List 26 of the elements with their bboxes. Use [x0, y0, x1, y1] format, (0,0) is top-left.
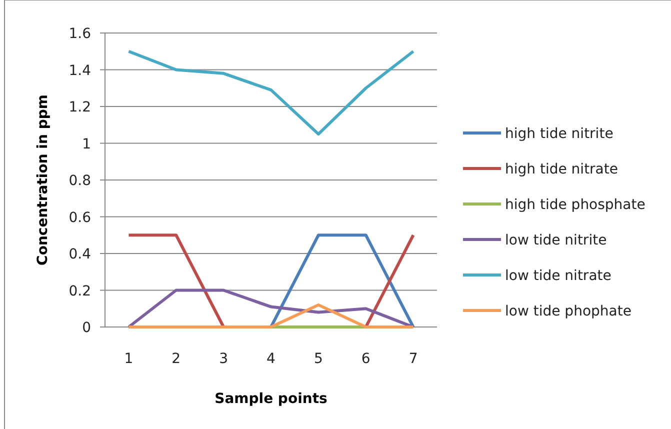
y-tick-label: 0.2 — [68, 283, 91, 300]
y-tick-label: 1 — [82, 136, 91, 152]
y-axis-title: Concentration in ppm — [35, 94, 51, 266]
x-tick-label: 7 — [408, 351, 418, 367]
x-axis-title: Sample points — [214, 391, 328, 407]
legend-label: low tide nitrate — [505, 268, 612, 284]
x-tick-label: 4 — [266, 351, 276, 367]
x-tick-label: 2 — [172, 351, 181, 367]
legend-label: high tide nitrate — [505, 162, 618, 178]
y-tick-label: 0.8 — [68, 173, 91, 189]
legend-label: low tide phophate — [505, 304, 632, 320]
legend-label: low tide nitrite — [505, 232, 607, 248]
y-tick-label: 0.6 — [68, 210, 92, 226]
line-series — [127, 288, 415, 328]
legend-label: high tide nitrite — [505, 126, 614, 142]
x-tick-label: 3 — [219, 351, 228, 367]
x-tick-label: 5 — [314, 351, 323, 367]
legend-label: high tide phosphate — [505, 197, 646, 213]
y-tick-label: 0 — [82, 320, 91, 336]
y-tick-label: 1.2 — [68, 100, 91, 116]
x-tick-label: 1 — [124, 351, 134, 367]
y-tick-label: 1.6 — [68, 26, 92, 42]
y-tick-label: 1.4 — [68, 62, 92, 79]
y-tick-label: 0.4 — [68, 246, 92, 262]
line-series — [127, 50, 415, 136]
x-tick-label: 6 — [361, 351, 370, 367]
